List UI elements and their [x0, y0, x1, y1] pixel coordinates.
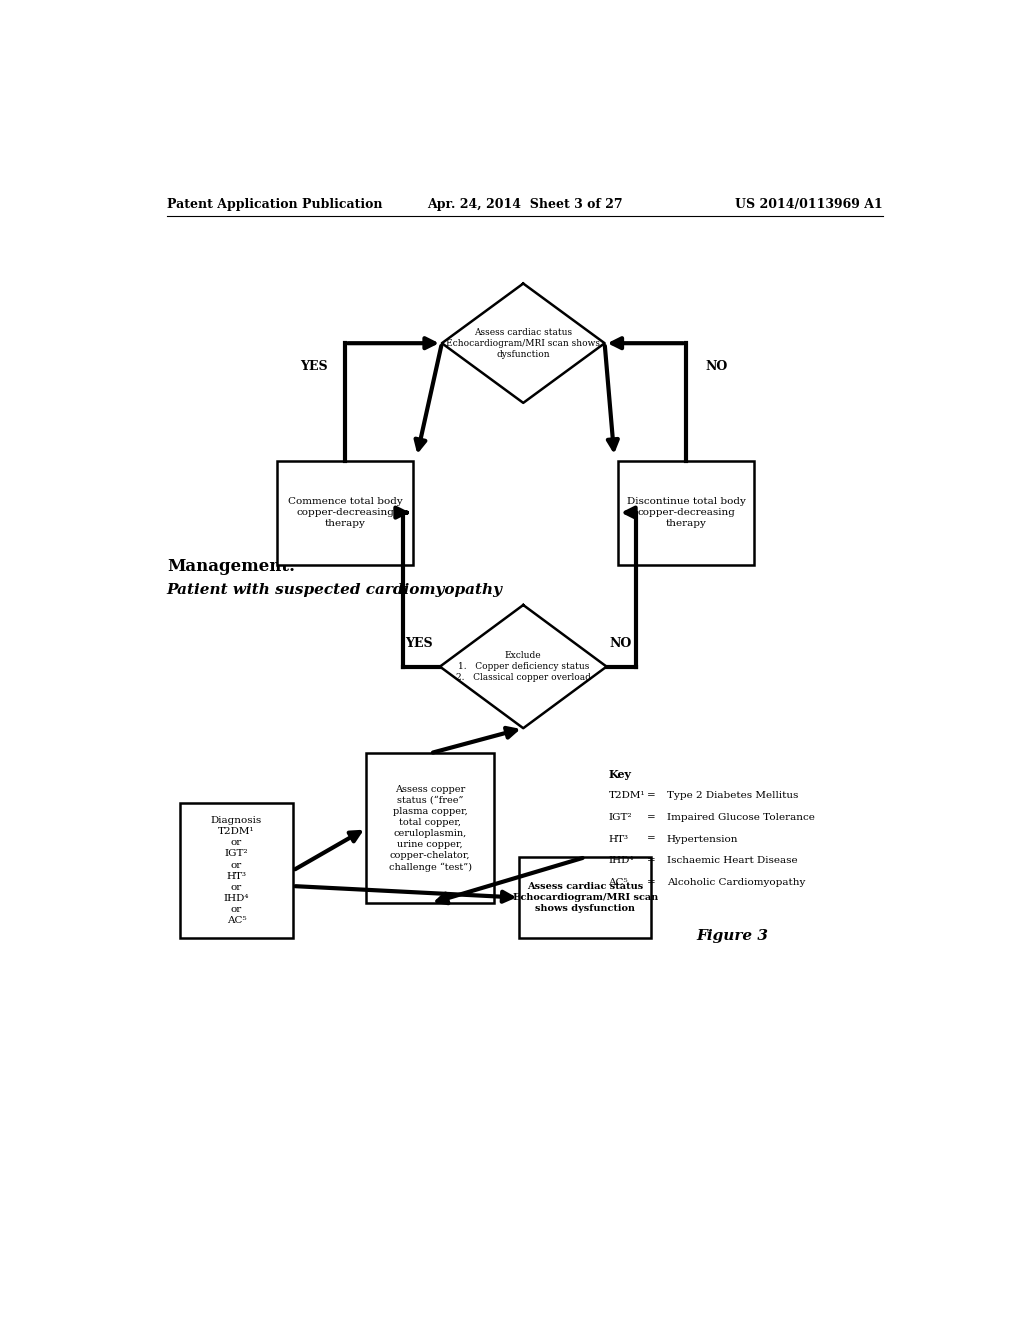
Text: YES: YES: [300, 360, 328, 372]
Text: Patient with suspected cardiomyopathy: Patient with suspected cardiomyopathy: [167, 582, 503, 597]
FancyBboxPatch shape: [618, 461, 754, 565]
Text: =: =: [647, 878, 655, 887]
Text: Hypertension: Hypertension: [667, 834, 738, 843]
Text: IGT²: IGT²: [608, 813, 632, 822]
FancyBboxPatch shape: [367, 754, 495, 903]
FancyBboxPatch shape: [180, 804, 293, 939]
Text: Patent Application Publication: Patent Application Publication: [167, 198, 382, 211]
Text: Impaired Glucose Tolerance: Impaired Glucose Tolerance: [667, 813, 814, 822]
Text: NO: NO: [609, 638, 631, 649]
Text: US 2014/0113969 A1: US 2014/0113969 A1: [735, 198, 883, 211]
Text: Assess copper
status (“free”
plasma copper,
total copper,
ceruloplasmin,
urine c: Assess copper status (“free” plasma copp…: [389, 784, 472, 873]
Text: Assess cardiac status
Echocardiogram/MRI scan
shows dysfunction: Assess cardiac status Echocardiogram/MRI…: [513, 882, 657, 913]
Text: Discontinue total body
copper-decreasing
therapy: Discontinue total body copper-decreasing…: [627, 498, 745, 528]
Text: Type 2 Diabetes Mellitus: Type 2 Diabetes Mellitus: [667, 792, 798, 800]
Text: Alcoholic Cardiomyopathy: Alcoholic Cardiomyopathy: [667, 878, 805, 887]
Text: Figure 3: Figure 3: [696, 929, 768, 942]
Text: Diagnosis
T2DM¹
or
IGT²
or
HT³
or
IHD⁴
or
AC⁵: Diagnosis T2DM¹ or IGT² or HT³ or IHD⁴ o…: [211, 816, 262, 925]
Text: Assess cardiac status
Echocardiogram/MRI scan shows
dysfunction: Assess cardiac status Echocardiogram/MRI…: [446, 327, 600, 359]
Text: =: =: [647, 813, 655, 822]
Text: NO: NO: [706, 360, 728, 372]
Text: AC⁵: AC⁵: [608, 878, 628, 887]
Text: =: =: [647, 857, 655, 865]
Text: =: =: [647, 792, 655, 800]
Text: YES: YES: [404, 638, 432, 649]
Text: =: =: [647, 834, 655, 843]
Text: Key: Key: [608, 768, 632, 780]
Text: Exclude
1.   Copper deficiency status
2.   Classical copper overload: Exclude 1. Copper deficiency status 2. C…: [456, 651, 591, 682]
Polygon shape: [440, 605, 606, 729]
Text: Management:: Management:: [167, 558, 295, 576]
Text: Commence total body
copper-decreasing
therapy: Commence total body copper-decreasing th…: [288, 498, 402, 528]
Text: HT³: HT³: [608, 834, 629, 843]
Text: IHD⁴: IHD⁴: [608, 857, 634, 865]
FancyBboxPatch shape: [278, 461, 413, 565]
FancyBboxPatch shape: [519, 857, 651, 939]
Text: Ischaemic Heart Disease: Ischaemic Heart Disease: [667, 857, 798, 865]
Text: Apr. 24, 2014  Sheet 3 of 27: Apr. 24, 2014 Sheet 3 of 27: [427, 198, 623, 211]
Polygon shape: [442, 284, 604, 403]
Text: T2DM¹: T2DM¹: [608, 792, 645, 800]
